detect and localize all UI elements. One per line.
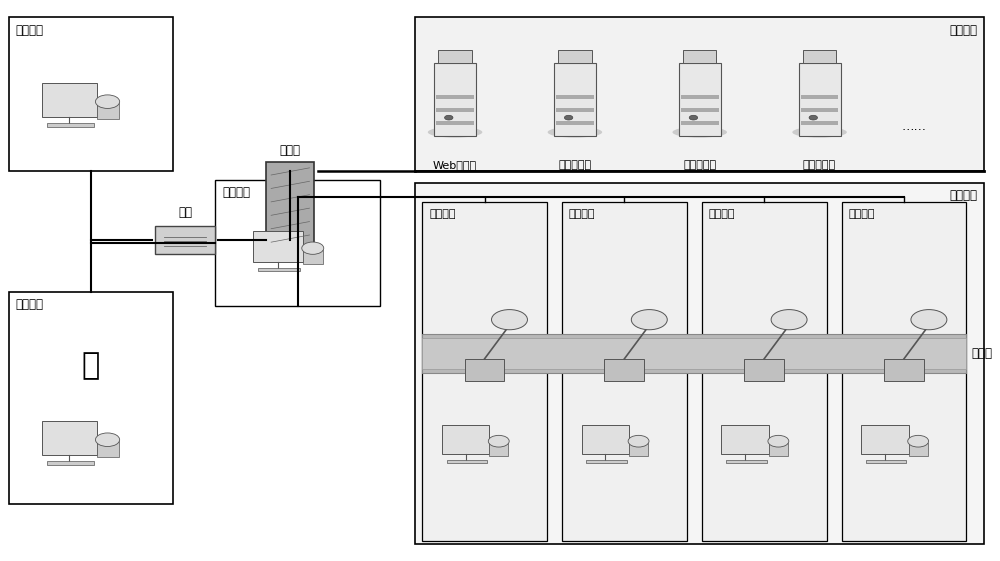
Ellipse shape bbox=[792, 127, 847, 137]
FancyBboxPatch shape bbox=[681, 121, 719, 125]
FancyBboxPatch shape bbox=[884, 359, 924, 381]
Text: 装配单元: 装配单元 bbox=[709, 209, 735, 219]
FancyBboxPatch shape bbox=[702, 202, 827, 541]
Circle shape bbox=[302, 242, 324, 254]
FancyBboxPatch shape bbox=[683, 50, 716, 63]
FancyBboxPatch shape bbox=[769, 443, 788, 456]
FancyBboxPatch shape bbox=[9, 292, 173, 504]
FancyBboxPatch shape bbox=[726, 459, 767, 463]
Text: 装配分厂: 装配分厂 bbox=[949, 189, 977, 203]
FancyBboxPatch shape bbox=[465, 359, 504, 381]
FancyBboxPatch shape bbox=[422, 338, 966, 369]
Circle shape bbox=[809, 116, 817, 120]
FancyBboxPatch shape bbox=[434, 63, 476, 136]
Circle shape bbox=[768, 435, 789, 447]
Ellipse shape bbox=[428, 127, 482, 137]
FancyBboxPatch shape bbox=[42, 83, 97, 117]
Circle shape bbox=[689, 116, 698, 120]
FancyBboxPatch shape bbox=[489, 443, 508, 456]
Text: 中央库房: 中央库房 bbox=[16, 24, 44, 37]
Circle shape bbox=[488, 435, 509, 447]
Text: 其它服务器: 其它服务器 bbox=[803, 160, 836, 170]
FancyBboxPatch shape bbox=[562, 202, 687, 541]
FancyBboxPatch shape bbox=[861, 425, 909, 454]
Text: 装配库房: 装配库房 bbox=[222, 186, 250, 200]
Circle shape bbox=[95, 433, 120, 447]
Circle shape bbox=[631, 310, 667, 330]
Ellipse shape bbox=[548, 127, 602, 137]
FancyBboxPatch shape bbox=[842, 202, 966, 541]
FancyBboxPatch shape bbox=[436, 108, 474, 112]
FancyBboxPatch shape bbox=[721, 425, 769, 454]
Text: 数据服务器: 数据服务器 bbox=[558, 160, 591, 170]
FancyBboxPatch shape bbox=[415, 182, 984, 544]
Circle shape bbox=[445, 116, 453, 120]
FancyBboxPatch shape bbox=[556, 108, 594, 112]
FancyBboxPatch shape bbox=[155, 226, 215, 254]
Circle shape bbox=[564, 116, 573, 120]
FancyBboxPatch shape bbox=[681, 95, 719, 99]
FancyBboxPatch shape bbox=[866, 459, 906, 463]
Text: Web服务器: Web服务器 bbox=[433, 160, 477, 170]
Circle shape bbox=[628, 435, 649, 447]
FancyBboxPatch shape bbox=[556, 95, 594, 99]
FancyBboxPatch shape bbox=[422, 202, 547, 541]
FancyBboxPatch shape bbox=[438, 50, 472, 63]
FancyBboxPatch shape bbox=[9, 17, 173, 171]
Text: 装配单元: 装配单元 bbox=[849, 209, 875, 219]
Text: 装配线: 装配线 bbox=[971, 347, 992, 360]
FancyBboxPatch shape bbox=[447, 459, 487, 463]
FancyBboxPatch shape bbox=[801, 108, 838, 112]
Circle shape bbox=[492, 310, 527, 330]
FancyBboxPatch shape bbox=[436, 121, 474, 125]
FancyBboxPatch shape bbox=[558, 50, 592, 63]
FancyBboxPatch shape bbox=[909, 443, 928, 456]
FancyBboxPatch shape bbox=[554, 63, 596, 136]
FancyBboxPatch shape bbox=[744, 359, 784, 381]
Text: 中心机房: 中心机房 bbox=[949, 24, 977, 37]
FancyBboxPatch shape bbox=[679, 63, 721, 136]
FancyBboxPatch shape bbox=[47, 461, 94, 465]
FancyBboxPatch shape bbox=[803, 50, 836, 63]
FancyBboxPatch shape bbox=[556, 121, 594, 125]
Circle shape bbox=[771, 310, 807, 330]
Text: 防火墙: 防火墙 bbox=[280, 144, 301, 158]
FancyBboxPatch shape bbox=[801, 121, 838, 125]
FancyBboxPatch shape bbox=[586, 459, 627, 463]
FancyBboxPatch shape bbox=[422, 334, 966, 373]
Text: 💡: 💡 bbox=[82, 352, 100, 380]
FancyBboxPatch shape bbox=[681, 108, 719, 112]
Text: 装配单元: 装配单元 bbox=[429, 209, 456, 219]
FancyBboxPatch shape bbox=[253, 231, 303, 262]
Text: 网关: 网关 bbox=[178, 206, 192, 219]
FancyBboxPatch shape bbox=[215, 180, 380, 306]
FancyBboxPatch shape bbox=[258, 268, 300, 272]
FancyBboxPatch shape bbox=[442, 425, 489, 454]
Circle shape bbox=[911, 310, 947, 330]
FancyBboxPatch shape bbox=[97, 103, 119, 118]
Ellipse shape bbox=[672, 127, 727, 137]
FancyBboxPatch shape bbox=[266, 162, 314, 251]
FancyBboxPatch shape bbox=[799, 63, 841, 136]
Text: 管理单元: 管理单元 bbox=[16, 298, 44, 311]
Circle shape bbox=[95, 95, 120, 108]
FancyBboxPatch shape bbox=[42, 421, 97, 455]
FancyBboxPatch shape bbox=[303, 250, 323, 264]
Circle shape bbox=[908, 435, 929, 447]
FancyBboxPatch shape bbox=[582, 425, 629, 454]
Text: ……: …… bbox=[902, 120, 927, 133]
FancyBboxPatch shape bbox=[47, 123, 94, 127]
FancyBboxPatch shape bbox=[801, 95, 838, 99]
Text: 认证服务器: 认证服务器 bbox=[683, 160, 716, 170]
Text: 装配单元: 装配单元 bbox=[569, 209, 595, 219]
FancyBboxPatch shape bbox=[97, 442, 119, 457]
FancyBboxPatch shape bbox=[436, 95, 474, 99]
FancyBboxPatch shape bbox=[604, 359, 644, 381]
FancyBboxPatch shape bbox=[415, 17, 984, 171]
FancyBboxPatch shape bbox=[629, 443, 648, 456]
